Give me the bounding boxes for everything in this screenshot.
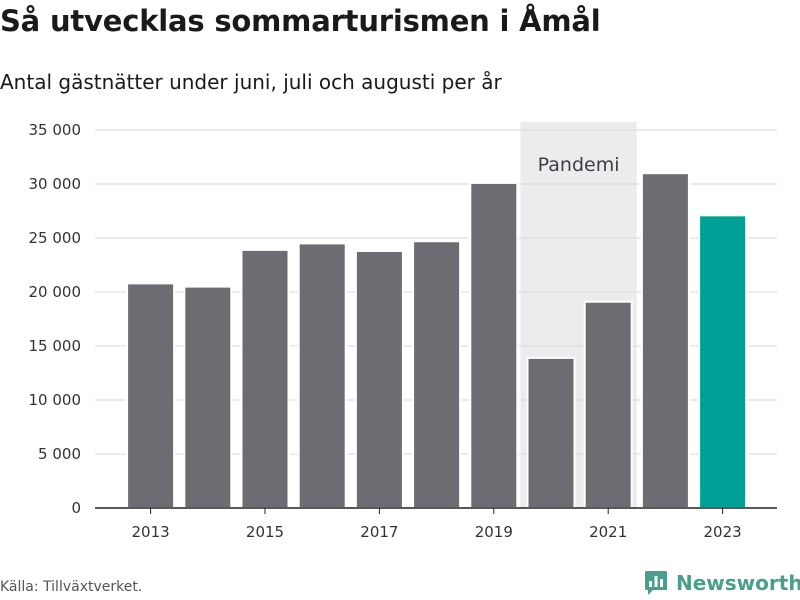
chart-title: Så utvecklas sommarturismen i Åmål [0, 4, 601, 38]
y-tick-label: 20 000 [29, 283, 82, 301]
bar-2022 [640, 172, 690, 509]
bar-2020 [526, 356, 576, 509]
y-tick-label: 0 [71, 499, 81, 517]
y-tick-label: 5 000 [38, 445, 81, 463]
x-tick-label: 2017 [360, 523, 398, 541]
bar-2023 [698, 214, 748, 509]
x-tick-label: 2021 [589, 523, 627, 541]
y-tick-label: 10 000 [29, 391, 82, 409]
bar-2021 [583, 300, 633, 509]
y-tick-label: 30 000 [29, 175, 82, 193]
annotation-label: Pandemi [538, 154, 620, 176]
y-tick-label: 35 000 [29, 121, 82, 139]
brand-logo: Newsworthy [644, 570, 800, 596]
newsworthy-logo-icon [645, 571, 667, 595]
bar-2015 [240, 248, 290, 509]
bar-2013 [126, 282, 176, 509]
x-tick-label: 2023 [704, 523, 742, 541]
bar-2017 [354, 249, 404, 510]
x-tick-label: 2015 [246, 523, 284, 541]
bar-2018 [412, 240, 462, 510]
bar-2019 [469, 181, 519, 509]
y-tick-label: 25 000 [29, 229, 82, 247]
chart-subtitle: Antal gästnätter under juni, juli och au… [0, 70, 502, 94]
y-tick-label: 15 000 [29, 337, 82, 355]
x-tick-label: 2019 [475, 523, 513, 541]
x-tick-label: 2013 [132, 523, 170, 541]
bar-2016 [297, 242, 347, 509]
bar-2014 [183, 285, 233, 509]
source-note: Källa: Tillväxtverket. [0, 579, 143, 595]
brand-name: Newsworthy [676, 571, 800, 595]
